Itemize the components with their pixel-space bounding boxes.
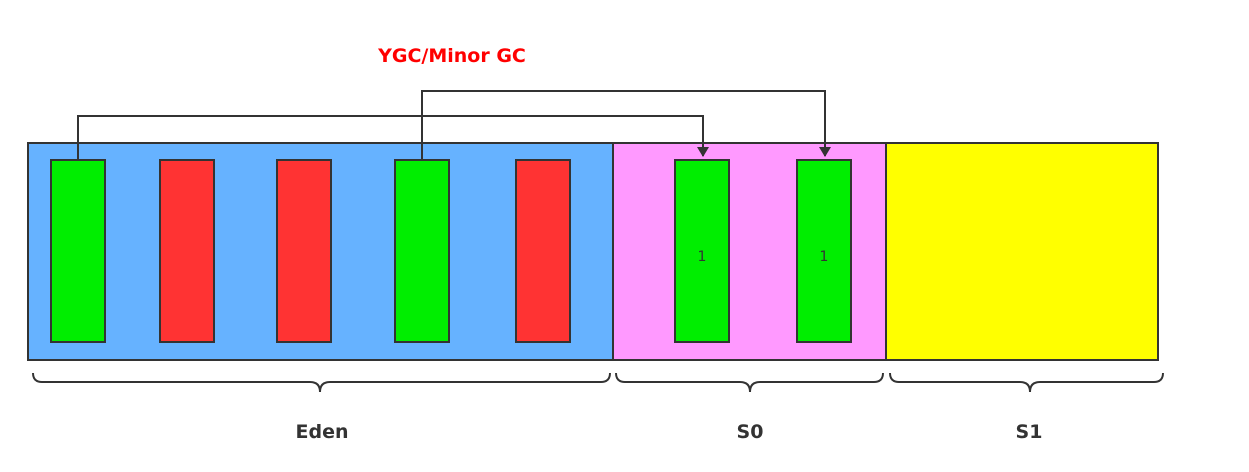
s0-brace xyxy=(615,372,884,393)
copy-arrow xyxy=(421,90,831,160)
s1-brace xyxy=(889,372,1164,393)
object-age-label: 1 xyxy=(698,249,707,265)
object-age-label: 1 xyxy=(820,249,829,265)
eden-label: Eden xyxy=(296,421,349,443)
eden-brace xyxy=(32,372,611,393)
s1-region xyxy=(885,142,1159,361)
s0-object-live xyxy=(796,159,852,343)
eden-object-live xyxy=(394,159,450,343)
eden-object-garbage xyxy=(159,159,215,343)
eden-object-live xyxy=(50,159,106,343)
copy-arrow xyxy=(77,115,709,160)
eden-object-garbage xyxy=(276,159,332,343)
s1-label: S1 xyxy=(1016,421,1043,443)
diagram-title: YGC/Minor GC xyxy=(377,45,526,67)
s0-label: S0 xyxy=(737,421,764,443)
s0-object-live xyxy=(674,159,730,343)
eden-object-garbage xyxy=(515,159,571,343)
